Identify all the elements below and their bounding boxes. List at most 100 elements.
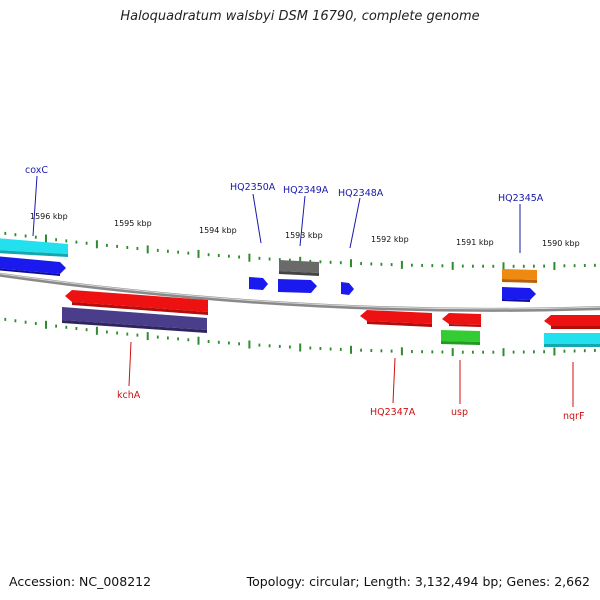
- gene-feature-coxC[interactable]: [0, 238, 68, 257]
- tick-bottom-31: [309, 346, 312, 350]
- gene-feature-HQ2349A[interactable]: [278, 279, 317, 293]
- forward-strand-features: [0, 238, 537, 302]
- tick-top-9: [85, 241, 88, 245]
- tick-top-29: [289, 258, 291, 262]
- gene-feature-blue-1[interactable]: [0, 256, 66, 276]
- tick-top-28: [278, 258, 281, 262]
- tick-top-30: [299, 256, 302, 265]
- gene-feature-HQ2350A[interactable]: [249, 277, 268, 290]
- gene-feature-kchA[interactable]: [65, 290, 208, 315]
- tick-bottom-22: [217, 340, 220, 344]
- kbp-label-1596: 1596 kbp: [30, 212, 68, 221]
- gene-label-coxC[interactable]: coxC: [25, 165, 48, 176]
- tick-top-55: [553, 262, 556, 270]
- tick-top-57: [573, 264, 576, 268]
- gene-feature-HQ2348A[interactable]: [341, 282, 354, 295]
- tick-top-21: [207, 253, 210, 257]
- tick-top-11: [106, 243, 108, 247]
- gene-label-usp[interactable]: usp: [451, 407, 468, 418]
- tick-top-51: [512, 264, 515, 268]
- tick-bottom-1: [4, 317, 7, 321]
- leader-coxC: [32, 175, 38, 237]
- tick-top-36: [360, 262, 362, 266]
- tick-bottom-35: [350, 345, 352, 354]
- gene-feature-HQ2349A-gray[interactable]: [279, 260, 319, 276]
- tick-top-16: [156, 248, 159, 252]
- gene-feature-nqrF[interactable]: [544, 315, 600, 329]
- gene-label-HQ2347A[interactable]: HQ2347A: [370, 407, 416, 418]
- accession-label: Accession: NC_008212: [9, 574, 152, 589]
- gene-label-kchA[interactable]: kchA: [117, 390, 141, 401]
- gene-feature-kchA-navy[interactable]: [62, 307, 207, 333]
- reverse-strand-features: [62, 290, 600, 347]
- tick-bottom-15: [146, 332, 149, 341]
- tick-top-43: [431, 264, 434, 268]
- gene-feature-HQ2345A[interactable]: [502, 287, 536, 302]
- gene-label-HQ2345A[interactable]: HQ2345A: [498, 193, 544, 204]
- gene-label-HQ2349A[interactable]: HQ2349A: [283, 185, 329, 196]
- gene-feature-nqrF-cyan[interactable]: [544, 333, 600, 347]
- tick-bottom-14: [136, 333, 139, 337]
- tick-top-59: [594, 263, 596, 267]
- tick-top-35: [350, 259, 352, 268]
- tick-bottom-4: [34, 322, 37, 325]
- tick-top-41: [411, 263, 413, 267]
- tick-top-48: [482, 264, 484, 268]
- tick-bottom-21: [207, 340, 210, 343]
- tick-top-31: [309, 259, 312, 263]
- tick-top-14: [136, 247, 139, 250]
- tick-bottom-55: [553, 347, 556, 356]
- tick-bottom-47: [472, 350, 474, 354]
- leader-HQ2350A: [252, 193, 262, 244]
- genome-backbone-highlight: [0, 273, 600, 310]
- gene-feature-HQ2345A-orange[interactable]: [502, 269, 537, 283]
- tick-bottom-32: [319, 347, 322, 350]
- tick-bottom-46: [461, 350, 464, 354]
- gene-label-HQ2350A[interactable]: HQ2350A: [230, 182, 276, 193]
- tick-bottom-11: [106, 330, 108, 334]
- tick-top-5: [45, 234, 47, 243]
- tick-bottom-34: [339, 347, 342, 351]
- tick-bottom-40: [400, 347, 403, 356]
- gene-label-nqrF[interactable]: nqrF: [563, 411, 584, 422]
- kbp-label-1590: 1590 kbp: [542, 239, 580, 248]
- tick-top-3: [24, 234, 27, 238]
- tick-top-20: [197, 249, 200, 258]
- tick-top-4: [34, 235, 37, 239]
- tick-bottom-18: [177, 337, 179, 341]
- tick-top-7: [65, 239, 68, 243]
- page-title: Haloquadratum walsbyi DSM 16790, complet…: [120, 9, 480, 24]
- tick-bottom-5: [45, 320, 47, 329]
- tick-top-17: [167, 249, 169, 253]
- tick-bottom-27: [268, 344, 271, 348]
- tick-bottom-19: [187, 338, 190, 342]
- tick-bottom-44: [441, 350, 444, 354]
- tick-bottom-2: [14, 319, 17, 323]
- tick-top-32: [319, 260, 322, 264]
- tick-top-19: [187, 251, 190, 255]
- tick-top-13: [126, 246, 129, 249]
- tick-top-42: [421, 263, 423, 267]
- tick-top-49: [492, 264, 495, 268]
- tick-bottom-49: [492, 350, 495, 354]
- tick-bottom-43: [431, 350, 434, 354]
- gene-feature-HQ2347A[interactable]: [360, 310, 432, 327]
- tick-top-40: [400, 260, 403, 269]
- tick-bottom-52: [522, 350, 525, 354]
- tick-bottom-6: [55, 324, 57, 328]
- tick-top-47: [472, 264, 474, 268]
- gene-label-HQ2348A[interactable]: HQ2348A: [338, 188, 384, 199]
- gene-feature-usp[interactable]: [442, 313, 481, 327]
- tick-bottom-53: [533, 350, 535, 354]
- tick-bottom-48: [482, 350, 484, 354]
- leader-HQ2348A: [349, 197, 361, 249]
- tick-bottom-8: [75, 327, 78, 330]
- tick-top-37: [370, 262, 373, 266]
- tick-top-1: [4, 231, 7, 235]
- tick-bottom-41: [411, 350, 413, 354]
- gene-feature-usp-green[interactable]: [441, 330, 480, 345]
- tick-top-52: [522, 264, 525, 268]
- tick-bottom-26: [258, 343, 261, 347]
- label-leader-lines: [32, 175, 574, 407]
